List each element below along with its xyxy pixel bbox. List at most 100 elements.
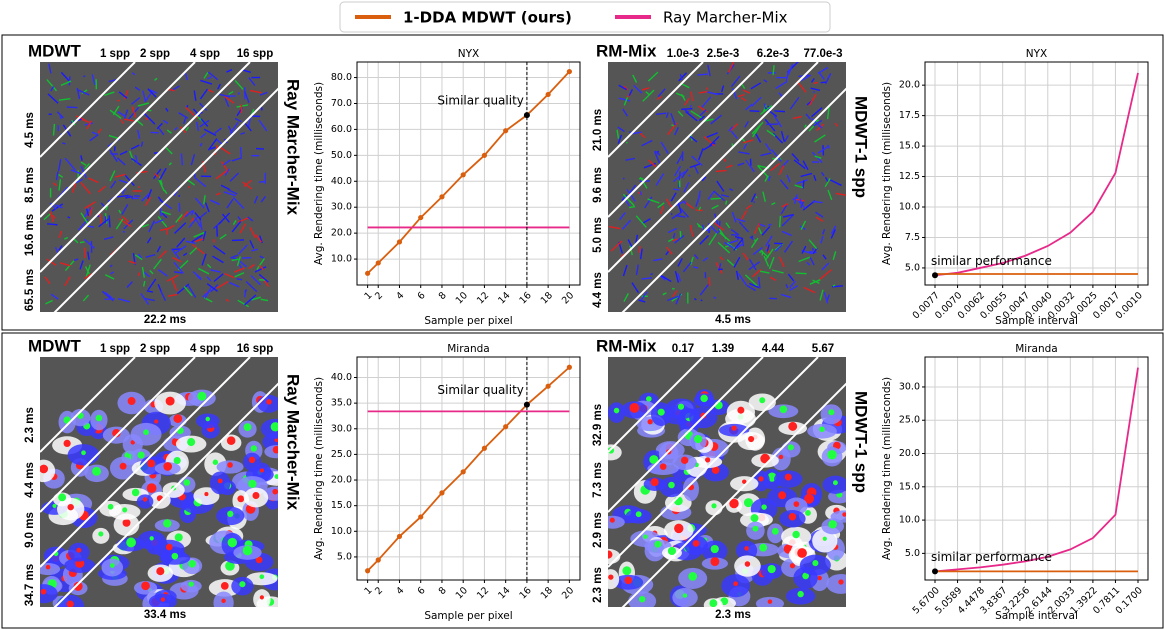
fiber (771, 202, 776, 206)
fiber (137, 272, 141, 277)
fiber (781, 203, 789, 208)
fiber (229, 172, 240, 182)
fiber (653, 151, 661, 164)
y-tick-label: 30.0 (331, 423, 352, 434)
fiber (725, 222, 731, 229)
blob-core (804, 493, 815, 504)
blob-core (95, 414, 103, 422)
fiber (223, 95, 235, 104)
fiber (703, 135, 715, 147)
blob-core (778, 454, 784, 460)
y-tick-label: 17.5 (899, 110, 920, 121)
left-label: 32.9 ms (592, 404, 604, 446)
blob-core (52, 503, 57, 508)
fiber (182, 252, 188, 257)
series-marker (396, 239, 403, 245)
fiber (194, 212, 202, 221)
fiber (158, 179, 165, 192)
blob-core (73, 581, 83, 591)
fiber (199, 219, 203, 231)
highlight-point (523, 401, 530, 408)
fiber (701, 176, 707, 182)
fiber (260, 298, 269, 302)
fiber (680, 93, 686, 101)
y-tick-label: 10.0 (331, 254, 352, 265)
series-marker (566, 364, 572, 370)
fiber (140, 141, 144, 147)
fiber (157, 216, 168, 228)
fiber (194, 197, 205, 209)
fiber (742, 252, 749, 261)
blob-core (227, 510, 234, 518)
fiber (748, 258, 757, 271)
blob-core (657, 408, 665, 416)
y-tick-label: 12.5 (899, 171, 920, 182)
fiber (632, 74, 638, 83)
fiber (236, 256, 241, 267)
fiber (84, 266, 90, 275)
fiber (799, 198, 803, 206)
fiber (239, 146, 242, 158)
top-label: 4 spp (190, 48, 220, 60)
fiber (707, 91, 719, 96)
fiber (234, 80, 244, 90)
fiber (672, 290, 678, 298)
fiber (171, 279, 178, 292)
fiber (134, 86, 141, 91)
fiber (633, 84, 643, 94)
fiber (809, 257, 815, 266)
left-label: 65.5 ms (24, 269, 36, 311)
fiber (117, 297, 130, 303)
fiber (87, 251, 90, 260)
series-marker (460, 469, 466, 475)
fiber (733, 256, 741, 268)
blob-core (729, 498, 739, 509)
blob-core (237, 495, 245, 503)
fiber (795, 272, 807, 275)
fiber (832, 251, 837, 261)
blob-core (624, 576, 633, 585)
fiber (144, 117, 149, 121)
blob-core (742, 479, 747, 484)
bottom-label: 4.5 ms (715, 314, 751, 326)
fiber (258, 264, 265, 271)
y-tick-label: 15.0 (331, 500, 352, 511)
fiber (104, 291, 113, 299)
fiber (146, 237, 152, 244)
blob-core (183, 479, 191, 486)
fiber (249, 226, 257, 239)
fiber (759, 105, 773, 115)
y-tick-label: 5.0 (905, 548, 920, 559)
fiber (810, 77, 815, 83)
fiber (675, 293, 682, 305)
y-tick-label: 60.0 (331, 124, 352, 135)
x-tick-label: 10 (454, 290, 470, 306)
fiber (813, 81, 818, 85)
x-tick-label: 8 (437, 290, 449, 302)
fiber (670, 113, 676, 126)
panel-title: RM-Mix (596, 336, 657, 355)
fiber (725, 200, 728, 205)
blob-core (744, 561, 751, 567)
blob-core (81, 450, 86, 456)
x-tick-label: 14 (496, 290, 512, 306)
fiber (639, 191, 643, 196)
fiber (798, 256, 811, 263)
fiber (689, 224, 694, 237)
fiber (778, 256, 785, 268)
blob-core (797, 548, 807, 558)
left-label: 34.7 ms (24, 564, 36, 606)
fiber (243, 179, 252, 188)
render-texture (40, 357, 278, 607)
plot-frame (924, 61, 1149, 286)
blob-core (748, 435, 755, 443)
fiber (813, 119, 823, 127)
fiber (660, 205, 664, 215)
fiber (234, 117, 242, 123)
fiber (832, 284, 836, 287)
fiber (749, 110, 760, 113)
fiber (811, 247, 814, 251)
fiber (671, 238, 678, 242)
fiber (109, 149, 118, 163)
fiber (789, 285, 799, 291)
